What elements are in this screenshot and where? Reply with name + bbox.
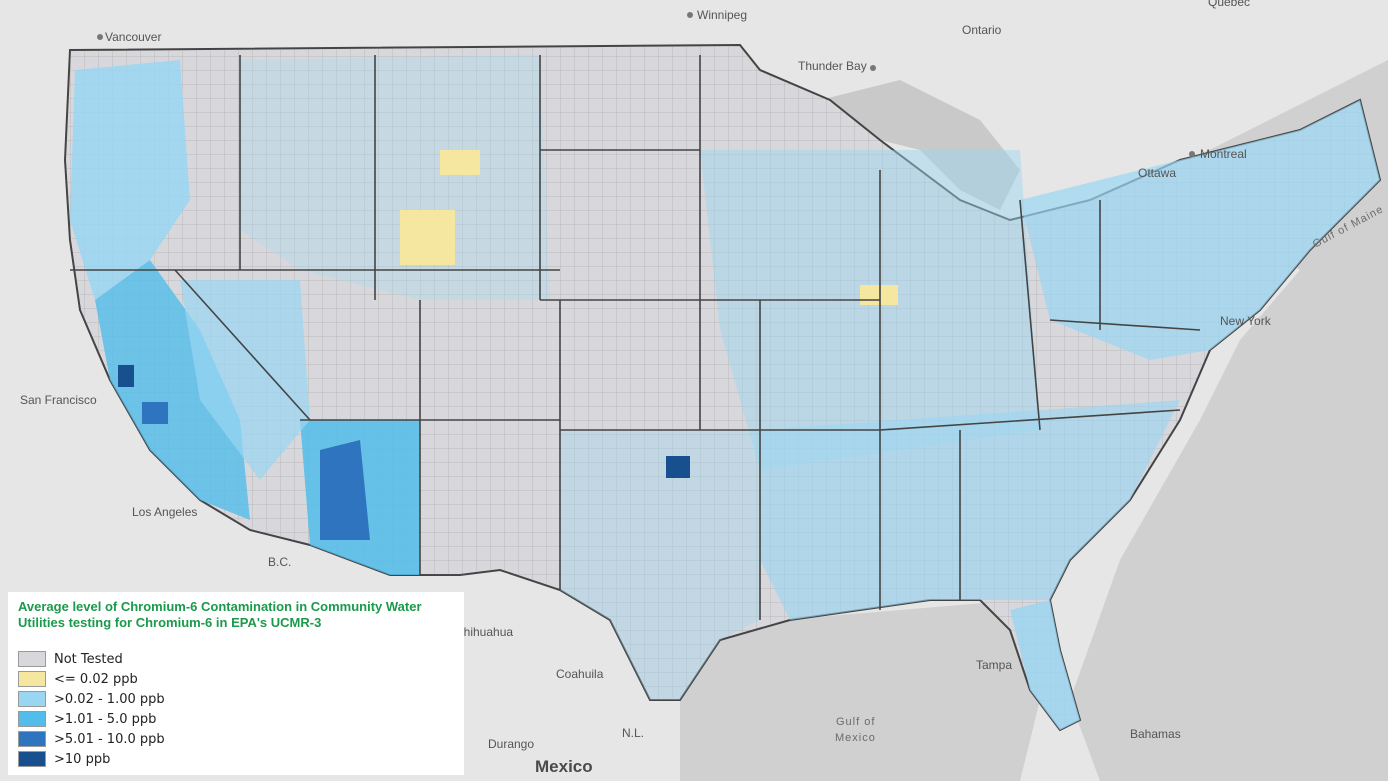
label-gulf-mexico: Mexico [835, 732, 876, 744]
county-montana-low [440, 150, 480, 175]
label-coahuila: Coahuila [556, 667, 604, 681]
legend-label: >0.02 - 1.00 ppb [54, 691, 165, 707]
legend-title: Average level of Chromium-6 Contaminatio… [18, 599, 422, 630]
label-gulf-of: Gulf of [836, 716, 875, 728]
region-california-high [95, 260, 250, 520]
label-san-francisco: San Francisco [20, 393, 97, 407]
region-midwest-mixed [700, 150, 1040, 470]
legend-label: <= 0.02 ppb [54, 671, 138, 687]
county-oklahoma-5-10 [666, 456, 690, 478]
county-illinois-low [860, 285, 898, 305]
label-nl: N.L. [622, 726, 644, 740]
city-markers [97, 12, 1195, 157]
label-mexico-country: Mexico [535, 757, 593, 776]
label-winnipeg: Winnipeg [697, 8, 747, 22]
map-legend: Average level of Chromium-6 Contaminatio… [8, 592, 464, 775]
region-west-coast-low [70, 60, 190, 300]
legend-label: >5.01 - 10.0 ppb [54, 731, 165, 747]
region-mountain-low [240, 55, 550, 300]
region-florida [1010, 600, 1080, 730]
label-durango: Durango [488, 737, 534, 751]
region-nevada [180, 280, 310, 480]
legend-swatch-5-01-10-0 [18, 731, 46, 747]
legend-item: >0.02 - 1.00 ppb [18, 689, 454, 709]
label-bc: B.C. [268, 555, 291, 569]
label-tampa: Tampa [976, 658, 1012, 672]
label-montreal: Montreal [1200, 147, 1247, 161]
legend-label: Not Tested [54, 651, 123, 667]
region-texas [560, 430, 760, 700]
state-borders [70, 55, 1201, 620]
label-chihuahua: Chihuahua [455, 625, 513, 639]
legend-swatch-gt-10 [18, 751, 46, 767]
legend-label: >10 ppb [54, 751, 111, 767]
label-bahamas: Bahamas [1130, 727, 1181, 741]
region-arizona-5-10 [320, 440, 370, 540]
legend-item: Not Tested [18, 649, 454, 669]
water-body-great-lakes [820, 80, 1020, 210]
label-ottawa: Ottawa [1138, 166, 1176, 180]
legend-swatch-0-02-1-00 [18, 691, 46, 707]
legend-item: >5.01 - 10.0 ppb [18, 729, 454, 749]
label-ontario: Ontario [962, 23, 1002, 37]
region-southeast [760, 400, 1180, 620]
legend-item: >10 ppb [18, 749, 454, 769]
label-new-york: New York [1220, 314, 1272, 328]
legend-swatch-1-01-5-0 [18, 711, 46, 727]
label-vancouver: Vancouver [105, 30, 161, 44]
legend-label: >1.01 - 5.0 ppb [54, 711, 157, 727]
legend-swatch-le-0-02 [18, 671, 46, 687]
water-body-gulf-of-mexico [680, 600, 1040, 781]
legend-swatch-not-tested [18, 651, 46, 667]
county-california-5-10 [142, 402, 168, 424]
label-los-angeles: Los Angeles [132, 505, 197, 519]
label-thunder-bay: Thunder Bay [798, 59, 867, 73]
county-wyoming-low [400, 210, 455, 265]
region-northeast [1020, 100, 1380, 360]
legend-item: <= 0.02 ppb [18, 669, 454, 689]
label-quebec: Quebec [1208, 0, 1250, 9]
county-fill-regions [70, 55, 1380, 730]
legend-item: >1.01 - 5.0 ppb [18, 709, 454, 729]
county-california-over-10 [118, 365, 134, 387]
